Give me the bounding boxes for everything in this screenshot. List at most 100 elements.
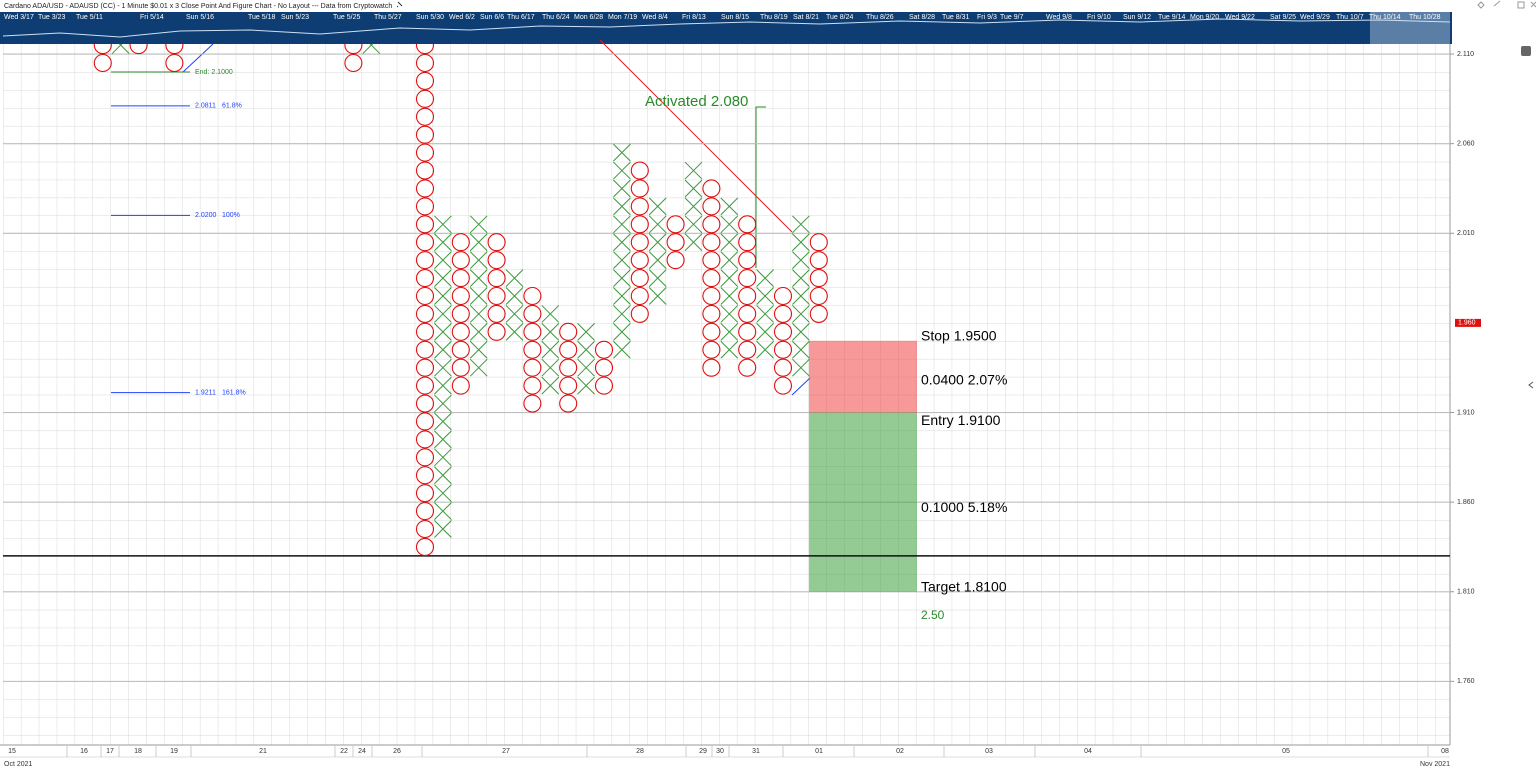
x-tick-label: 02 xyxy=(896,748,904,755)
o-box xyxy=(487,269,506,288)
navigator-label: Wed 9/29 xyxy=(1300,14,1330,21)
x-box xyxy=(469,233,488,252)
o-box xyxy=(702,197,721,216)
o-box xyxy=(773,304,793,323)
x-box xyxy=(613,251,631,270)
o-box xyxy=(415,286,435,306)
o-box xyxy=(415,519,435,539)
x-box xyxy=(434,430,452,449)
x-box xyxy=(505,287,524,305)
x-box xyxy=(434,502,452,520)
o-box xyxy=(809,251,828,270)
lock-icon[interactable] xyxy=(1521,46,1531,56)
navigator-label: Wed 8/4 xyxy=(642,14,668,21)
x-box xyxy=(469,323,488,341)
y-tick-label: 2.060 xyxy=(1457,141,1475,148)
o-box xyxy=(415,484,435,503)
x-box xyxy=(756,269,774,287)
x-box xyxy=(684,215,703,234)
navigator-label: Fri 9/3 xyxy=(977,14,997,21)
x-box xyxy=(648,197,667,216)
o-box xyxy=(666,215,685,234)
o-box xyxy=(451,304,470,323)
x-box xyxy=(613,197,631,216)
o-box xyxy=(702,269,721,288)
x-column xyxy=(648,197,667,305)
navigator-label: Thu 5/27 xyxy=(374,14,402,21)
o-box xyxy=(523,304,542,323)
x-box xyxy=(720,287,739,305)
window-icons[interactable] xyxy=(1477,0,1536,9)
o-box xyxy=(559,376,578,395)
navigator-label: Tue 8/31 xyxy=(942,14,969,21)
x-column xyxy=(434,215,452,538)
o-box xyxy=(93,53,112,73)
navigator-label: Sat 8/21 xyxy=(793,14,819,21)
o-box xyxy=(559,358,578,377)
x-box xyxy=(577,376,595,395)
o-column xyxy=(773,286,793,395)
o-box xyxy=(523,322,542,341)
o-box xyxy=(666,251,685,270)
y-tick-label: 1.860 xyxy=(1457,499,1475,506)
o-box xyxy=(523,358,542,377)
x-column xyxy=(684,161,703,252)
x-tick-label: 19 xyxy=(170,748,178,755)
x-box xyxy=(613,143,631,162)
x-column xyxy=(613,143,631,359)
o-box xyxy=(523,340,542,359)
x-box xyxy=(434,394,452,413)
navigator-label: Fri 8/13 xyxy=(682,14,706,21)
x-box xyxy=(648,269,667,287)
navigator-label: Tue 5/25 xyxy=(333,14,360,21)
activated-line xyxy=(755,106,766,268)
minor-grid xyxy=(3,44,1450,745)
o-box xyxy=(773,358,793,377)
x-box xyxy=(434,233,452,252)
o-box xyxy=(809,286,828,306)
x-box xyxy=(434,448,452,467)
o-box xyxy=(773,376,793,395)
x-box xyxy=(541,323,560,341)
x-box xyxy=(684,197,703,216)
x-column xyxy=(577,323,595,395)
o-column xyxy=(451,233,470,395)
o-box xyxy=(559,322,578,341)
navigator-label: Tue 3/23 xyxy=(38,14,65,21)
o-column xyxy=(666,215,685,270)
x-box xyxy=(792,215,810,234)
o-box xyxy=(415,71,435,90)
navigator-window[interactable] xyxy=(1370,12,1450,44)
navigator-label: Wed 3/17 xyxy=(4,14,34,21)
fib-pct: 61.8% xyxy=(222,103,242,110)
x-box xyxy=(613,161,631,180)
o-box xyxy=(129,44,148,55)
edit-icon[interactable] xyxy=(396,1,403,8)
o-column xyxy=(702,179,721,377)
o-box xyxy=(415,466,435,485)
o-box xyxy=(415,304,435,323)
entry-label: Entry 1.9100 xyxy=(921,412,1001,428)
o-box xyxy=(415,502,435,521)
navigator-label: Sun 5/30 xyxy=(416,14,444,21)
o-box xyxy=(630,179,649,198)
x-month-label: Nov 2021 xyxy=(1420,761,1450,768)
o-box xyxy=(415,412,435,431)
x-box xyxy=(469,340,488,359)
x-box xyxy=(613,323,631,341)
o-box xyxy=(523,394,542,413)
x-box xyxy=(613,287,631,305)
o-column xyxy=(809,233,828,323)
o-box xyxy=(738,322,757,341)
o-box xyxy=(451,322,470,341)
o-box xyxy=(415,89,435,108)
x-box xyxy=(469,269,488,287)
side-toggle[interactable] xyxy=(1528,381,1534,389)
o-box xyxy=(415,215,435,234)
price-marker xyxy=(1455,318,1481,327)
y-tick-label: 2.010 xyxy=(1457,230,1475,237)
o-column xyxy=(738,215,757,377)
o-box xyxy=(165,44,184,55)
o-box xyxy=(559,340,578,359)
x-box xyxy=(111,44,130,54)
